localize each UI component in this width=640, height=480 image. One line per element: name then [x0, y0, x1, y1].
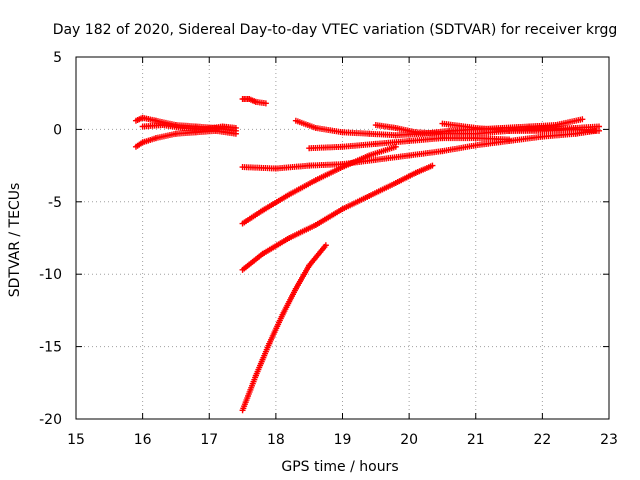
series-arc-short	[239, 95, 269, 107]
data-point	[262, 100, 269, 107]
series-arc-d	[239, 242, 329, 414]
y-tick-label: -5	[48, 195, 62, 211]
data-point	[596, 127, 603, 134]
data-point	[579, 116, 586, 123]
data-series	[132, 95, 603, 414]
x-tick-label: 19	[334, 432, 352, 448]
x-axis-label: GPS time / hours	[281, 459, 398, 475]
series-arc-morning-mid	[139, 122, 239, 133]
y-axis-label: SDTVAR / TECUs	[7, 183, 23, 298]
x-tick-label: 20	[400, 432, 418, 448]
x-tick-label: 22	[533, 432, 551, 448]
y-tick-label: -20	[39, 412, 62, 428]
series-arc-c	[239, 162, 436, 273]
data-point	[392, 143, 399, 150]
y-tick-label: 0	[53, 122, 62, 138]
x-tick-label: 16	[134, 432, 152, 448]
series-arc-h	[439, 120, 603, 134]
data-point	[429, 162, 436, 169]
axes: 15 16 17 18 19 20 21 22 23 5 0 -5 -10 -15 -20	[39, 50, 618, 448]
grid-lines	[76, 57, 609, 419]
y-tick-label: -15	[39, 340, 62, 356]
y-tick-label: 5	[53, 50, 62, 66]
x-tick-label: 15	[67, 432, 85, 448]
plot-frame	[75, 56, 610, 420]
chart-title: Day 182 of 2020, Sidereal Day-to-day VTE…	[53, 22, 618, 38]
x-tick-label: 23	[600, 432, 618, 448]
series-arc-b	[239, 143, 399, 227]
series-arc-e	[292, 116, 586, 139]
x-tick-label: 17	[200, 432, 218, 448]
y-tick-label: -10	[39, 267, 62, 283]
data-point	[506, 136, 513, 143]
data-point	[232, 124, 239, 131]
x-tick-label: 21	[467, 432, 485, 448]
data-point	[232, 130, 239, 137]
data-point	[322, 242, 329, 249]
x-tick-label: 18	[267, 432, 285, 448]
